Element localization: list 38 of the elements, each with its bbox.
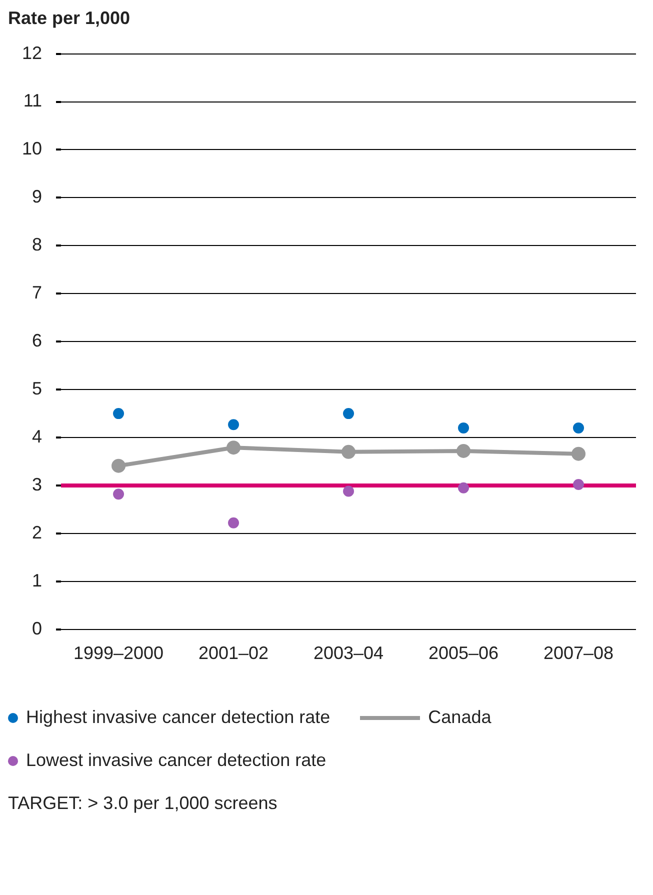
point [458,482,470,494]
y-tick-label: 0 [32,618,42,638]
point [113,408,124,420]
y-tick-label: 11 [23,90,42,111]
point [226,440,241,455]
point [342,444,356,459]
x-tick-label: 1999–2000 [73,643,164,664]
y-tick-label: 1 [32,570,42,590]
x-tick-label: 2001–02 [198,643,269,664]
y-tick-label: 5 [32,378,42,399]
y-tick-label: 2 [32,522,42,542]
legend-label: Canada [428,707,492,728]
point [112,458,126,473]
point [228,517,240,528]
x-tick-label: 2005–06 [428,643,499,664]
point [572,446,586,461]
y-tick-label: 12 [22,42,42,63]
y-tick-label: 7 [32,282,42,303]
point [458,422,470,434]
y-tick-label: 6 [32,330,42,351]
x-tick-label: 2003–04 [313,643,384,664]
point [573,479,584,490]
x-tick-label: 2007–08 [543,643,614,664]
point [113,488,124,500]
point [343,486,354,497]
y-axis-title: Rate per 1,000 [8,8,132,29]
y-tick-label: 4 [32,426,42,446]
point [343,408,354,420]
point [228,419,240,430]
point [456,444,471,458]
y-tick-label: 3 [32,474,42,494]
legend-label: Lowest invasive cancer detection rate [26,750,326,771]
y-tick-label: 10 [22,138,42,159]
text: TARGET: > 3.0 per 1,000 screens [8,793,278,814]
legend-label: Highest invasive cancer detection rate [26,707,330,728]
y-tick-label: 9 [32,186,42,207]
point [573,422,584,434]
y-tick-label: 8 [32,234,42,255]
